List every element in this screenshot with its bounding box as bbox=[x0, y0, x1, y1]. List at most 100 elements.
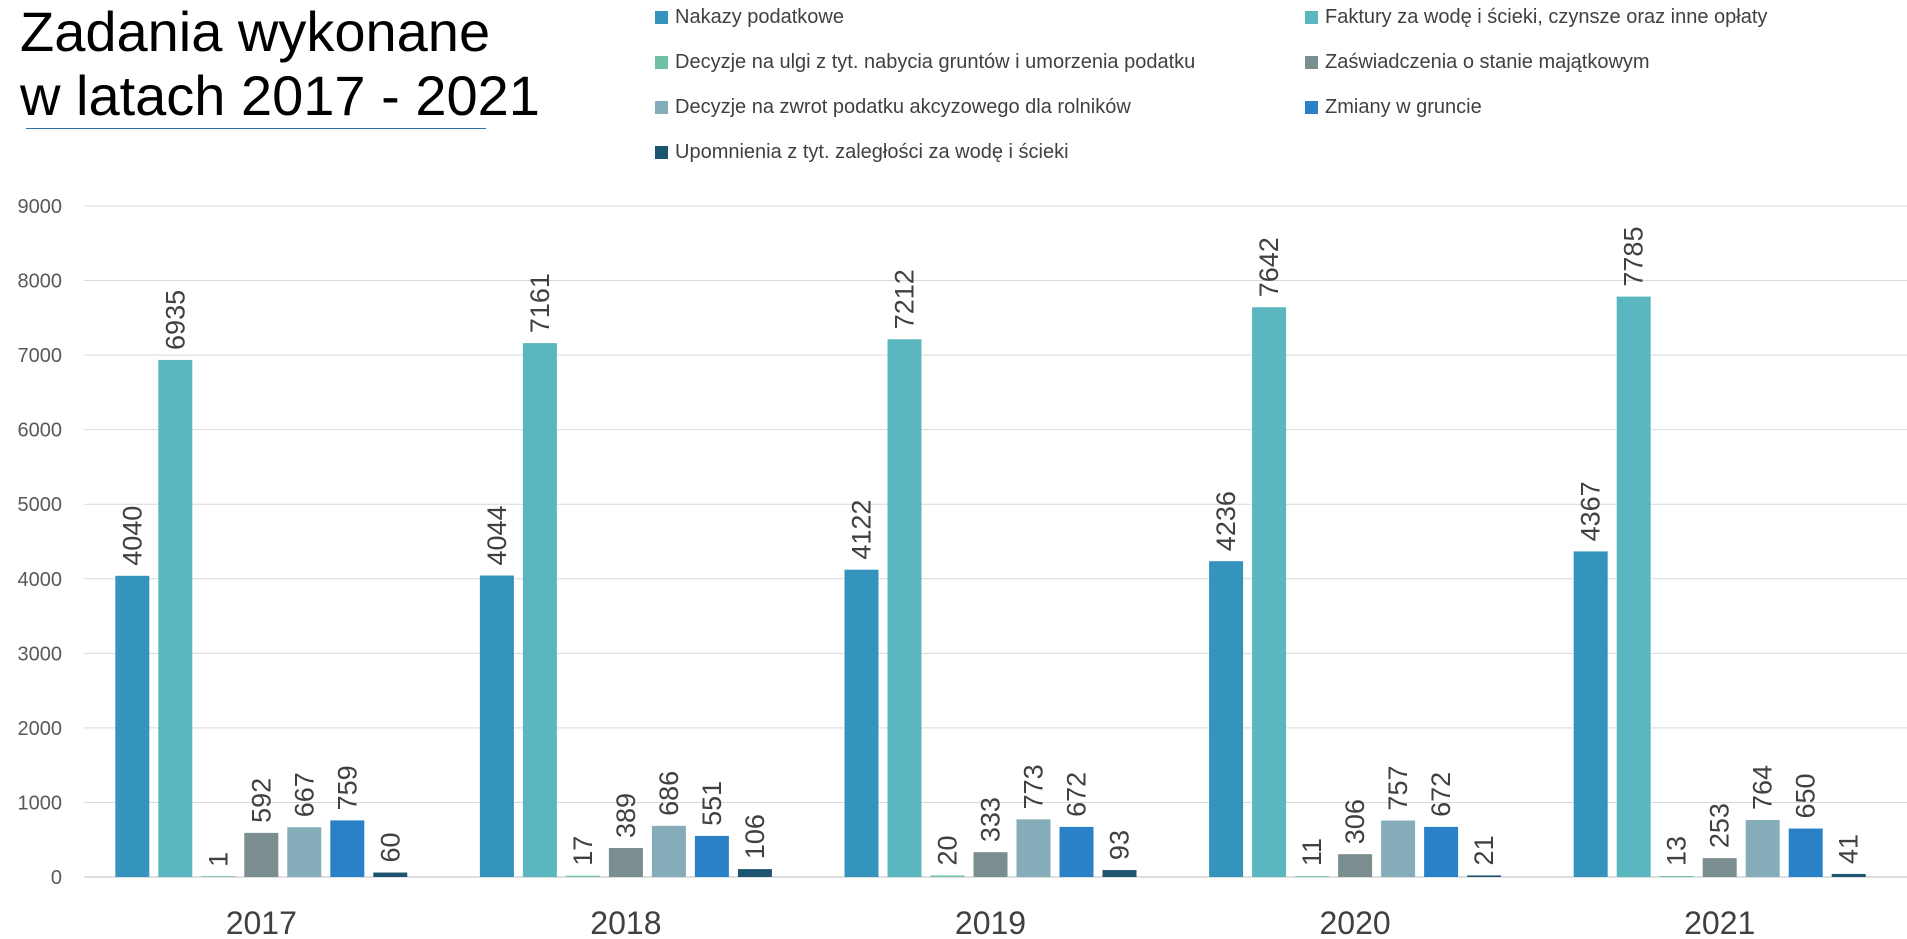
data-label: 4367 bbox=[1576, 481, 1606, 541]
bar bbox=[608, 847, 643, 877]
data-label: 6935 bbox=[160, 290, 190, 350]
y-tick-label: 2000 bbox=[18, 718, 63, 740]
legend-item: Faktury za wodę i ścieki, czynsze oraz i… bbox=[1305, 6, 1767, 29]
y-tick-label: 6000 bbox=[18, 420, 63, 442]
data-label: 7642 bbox=[1254, 237, 1284, 297]
x-tick-label: 2017 bbox=[226, 905, 297, 939]
legend-label: Decyzje na ulgi z tyt. nabycia gruntów i… bbox=[675, 51, 1196, 73]
bar bbox=[1831, 873, 1866, 877]
bar bbox=[1467, 875, 1502, 877]
legend-item: Zaświadczenia o stanie majątkowym bbox=[1305, 51, 1650, 74]
bar bbox=[1209, 561, 1244, 877]
x-tick-label: 2021 bbox=[1684, 905, 1755, 939]
bar bbox=[973, 852, 1008, 877]
legend-swatch bbox=[655, 11, 668, 24]
legend-label: Nakazy podatkowe bbox=[675, 6, 844, 28]
y-tick-label: 3000 bbox=[18, 643, 63, 665]
bar bbox=[565, 875, 600, 877]
y-tick-label: 0 bbox=[51, 867, 62, 889]
bar bbox=[1573, 551, 1608, 877]
y-tick-label: 7000 bbox=[18, 345, 63, 367]
y-tick-label: 9000 bbox=[18, 196, 63, 218]
data-label: 551 bbox=[697, 781, 727, 826]
bar bbox=[1745, 820, 1780, 877]
data-label: 21 bbox=[1469, 835, 1499, 865]
legend-swatch bbox=[655, 101, 668, 114]
bar bbox=[1016, 819, 1051, 877]
data-label: 1 bbox=[203, 852, 233, 867]
data-label: 7785 bbox=[1619, 227, 1649, 287]
legend-swatch bbox=[1305, 101, 1318, 114]
data-label: 686 bbox=[654, 771, 684, 816]
bar bbox=[330, 820, 365, 877]
data-label: 7161 bbox=[525, 273, 555, 333]
legend-item: Zmiany w gruncie bbox=[1305, 96, 1482, 119]
bar bbox=[1252, 307, 1287, 877]
data-label: 17 bbox=[568, 836, 598, 866]
chart-title: Zadania wykonane w latach 2017 - 2021 bbox=[20, 0, 540, 128]
bar bbox=[479, 575, 514, 877]
bar bbox=[1659, 876, 1694, 877]
legend-label: Zmiany w gruncie bbox=[1325, 96, 1482, 118]
y-tick-label: 1000 bbox=[18, 792, 63, 814]
data-label: 4236 bbox=[1211, 491, 1241, 551]
data-label: 93 bbox=[1105, 830, 1135, 860]
x-tick-label: 2018 bbox=[590, 905, 661, 939]
bar bbox=[1295, 876, 1330, 877]
bar bbox=[1102, 870, 1137, 877]
data-label: 11 bbox=[1297, 838, 1327, 866]
bar bbox=[158, 359, 193, 877]
data-label: 764 bbox=[1748, 765, 1778, 810]
bar bbox=[244, 832, 279, 877]
legend-swatch bbox=[1305, 56, 1318, 69]
legend-swatch bbox=[1305, 11, 1318, 24]
data-label: 759 bbox=[332, 765, 362, 810]
data-label: 650 bbox=[1791, 773, 1821, 818]
data-label: 253 bbox=[1705, 803, 1735, 848]
legend-label: Upomnienia z tyt. zaległości za wodę i ś… bbox=[675, 141, 1069, 163]
data-label: 773 bbox=[1019, 764, 1049, 809]
chart-title-line-2: w latach 2017 - 2021 bbox=[20, 64, 540, 127]
bar bbox=[930, 875, 965, 877]
data-label: 306 bbox=[1340, 799, 1370, 844]
data-label: 20 bbox=[933, 835, 963, 865]
data-label: 757 bbox=[1383, 765, 1413, 810]
legend-swatch bbox=[655, 56, 668, 69]
legend-item: Decyzje na ulgi z tyt. nabycia gruntów i… bbox=[655, 51, 1195, 74]
data-label: 4044 bbox=[482, 505, 512, 565]
bar bbox=[1381, 820, 1416, 877]
bar bbox=[651, 825, 686, 877]
bar bbox=[1338, 854, 1373, 877]
x-tick-label: 2019 bbox=[955, 905, 1026, 939]
chart-title-line-1: Zadania wykonane bbox=[20, 0, 491, 63]
data-label: 672 bbox=[1426, 772, 1456, 817]
bar bbox=[887, 339, 922, 878]
bar bbox=[844, 569, 879, 877]
bar bbox=[1424, 826, 1459, 877]
legend-item: Nakazy podatkowe bbox=[655, 6, 844, 29]
bar bbox=[694, 835, 729, 877]
legend-label: Decyzje na zwrot podatku akcyzowego dla … bbox=[675, 96, 1131, 118]
data-label: 4040 bbox=[117, 506, 147, 566]
data-label: 41 bbox=[1834, 834, 1864, 864]
bar bbox=[201, 876, 236, 877]
legend-label: Zaświadczenia o stanie majątkowym bbox=[1325, 51, 1650, 73]
data-label: 592 bbox=[246, 778, 276, 823]
bar bbox=[1616, 296, 1651, 878]
bar bbox=[287, 827, 322, 877]
x-tick-label: 2020 bbox=[1320, 905, 1391, 939]
chart-legend: Nakazy podatkowe Faktury za wodę i ścieki… bbox=[655, 6, 1895, 176]
data-label: 7212 bbox=[890, 269, 920, 329]
legend-item: Decyzje na zwrot podatku akcyzowego dla … bbox=[655, 96, 1131, 119]
bar bbox=[1059, 826, 1094, 877]
y-tick-label: 8000 bbox=[18, 271, 63, 293]
bar bbox=[522, 343, 557, 877]
legend-label: Faktury za wodę i ścieki, czynsze oraz i… bbox=[1325, 6, 1768, 28]
data-label: 667 bbox=[289, 772, 319, 817]
y-tick-label: 5000 bbox=[18, 494, 63, 516]
data-label: 4122 bbox=[847, 500, 877, 560]
bar bbox=[737, 869, 772, 877]
bar bbox=[1702, 858, 1737, 877]
data-label: 672 bbox=[1062, 772, 1092, 817]
